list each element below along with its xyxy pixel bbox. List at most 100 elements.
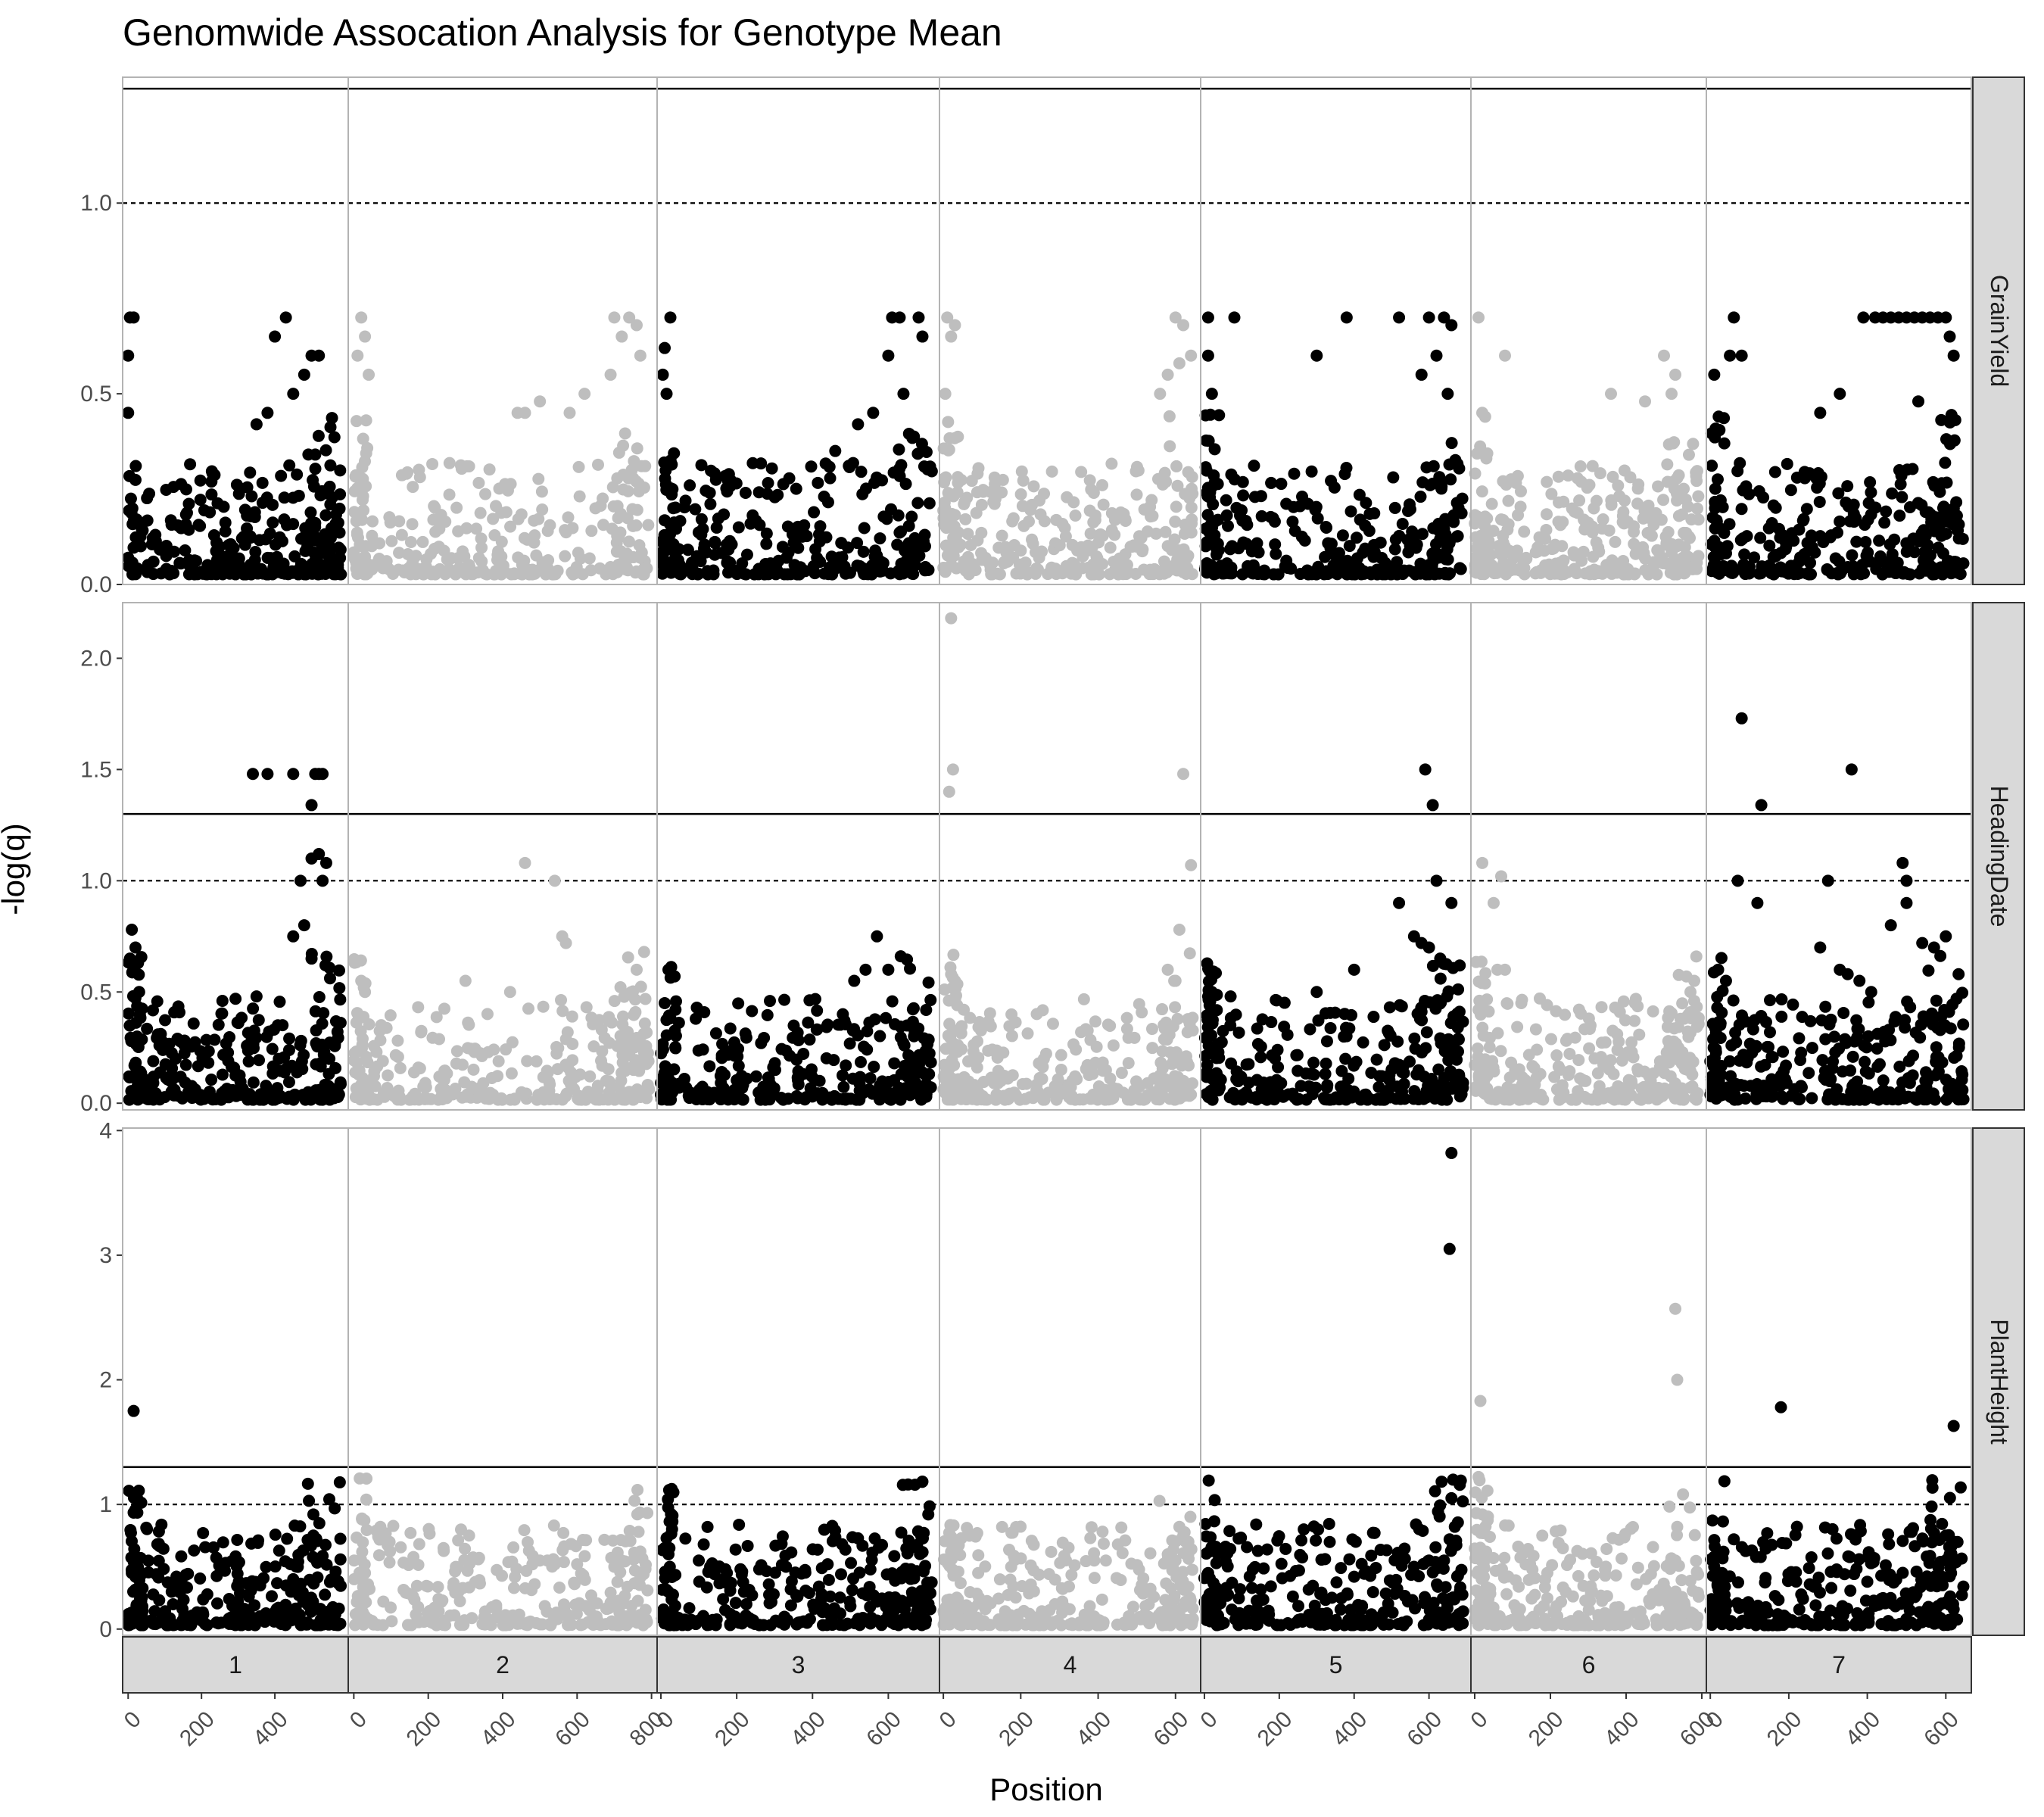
snp-point [323,972,336,985]
snp-point [659,514,671,527]
snp-point [1171,561,1184,574]
snp-point [1628,520,1640,533]
snp-point [334,993,347,1006]
snp-point [422,1522,435,1535]
snp-point [1896,491,1908,503]
snp-point [1798,547,1811,560]
snp-point [958,495,971,508]
snp-point [334,1078,347,1091]
snp-point [709,473,722,486]
snp-point [579,1093,592,1106]
snp-point [1272,568,1285,581]
snp-point [1687,438,1700,450]
snp-point [241,510,254,522]
snp-point [147,1617,160,1630]
snp-point [1682,448,1695,461]
snp-point [216,995,229,1008]
snp-point [1587,550,1600,563]
snp-point [1754,531,1767,544]
snp-point [914,1088,927,1101]
snp-point [320,1613,333,1626]
snp-point [1690,950,1703,963]
snp-point [166,1618,179,1631]
snp-point [681,544,694,556]
snp-point [562,511,575,524]
snp-point [167,1089,180,1102]
snp-point [893,443,905,456]
snp-point [1383,1001,1396,1014]
snp-point [1546,543,1559,556]
snp-point [1251,1022,1263,1035]
snp-point [334,488,347,500]
snp-point [1434,972,1447,985]
snp-point [143,488,156,500]
snp-point [1858,1039,1871,1052]
snp-point [893,526,906,539]
snp-point [1085,568,1098,581]
snp-point [1328,481,1341,494]
snp-point [1782,567,1795,580]
snp-point [996,529,1008,542]
snp-point [176,1603,189,1616]
snp-point [622,485,634,497]
snp-point [1298,534,1311,547]
snp-point [631,442,643,455]
snp-point [938,1058,951,1071]
snp-point [525,1584,538,1597]
snp-point [1482,1005,1495,1018]
snp-point [1208,443,1221,456]
snp-point [1207,1043,1220,1056]
snp-point [280,519,293,531]
snp-point [640,1058,653,1071]
snp-point [1337,1080,1350,1092]
snp-point [1481,993,1494,1006]
snp-point [151,1032,164,1045]
snp-point [1494,1045,1507,1058]
snp-point [843,1037,856,1050]
snp-point [809,993,821,1005]
snp-point [1825,567,1838,580]
snp-point [1036,1004,1049,1017]
snp-point [412,1600,425,1613]
snp-point [961,528,974,541]
snp-point [441,553,453,566]
snp-point [615,1074,628,1087]
snp-point [856,488,869,500]
snp-point [467,1063,480,1076]
snp-point [1403,564,1416,577]
snp-point [1865,486,1877,499]
snp-point [1105,506,1118,519]
snp-point [522,1544,535,1557]
snp-point [1089,1015,1101,1028]
snp-point [1182,1059,1195,1072]
snp-point [1591,1093,1604,1106]
y-tick-label: 3 [99,1243,112,1268]
snp-point [1348,1059,1360,1072]
snp-point [689,503,702,516]
snp-point [634,980,647,993]
snp-point [505,568,518,581]
snp-point [1447,1010,1460,1023]
snp-point [1831,526,1844,539]
snp-point [978,1093,991,1106]
snp-point [631,1484,644,1497]
snp-point [1282,562,1295,575]
snp-point [837,1080,850,1093]
snp-point [1170,460,1183,472]
snp-point [1424,478,1437,491]
snp-point [993,568,1006,581]
snp-point [988,497,1001,510]
snp-point [507,1541,520,1554]
snp-point [1518,525,1531,538]
snp-point [1441,990,1454,1003]
snp-point [1832,487,1845,500]
snp-point [226,1554,238,1567]
snp-point [578,1573,591,1586]
snp-point [1427,460,1440,472]
snp-point [320,950,333,963]
snp-point [1265,476,1278,489]
snp-point [764,995,777,1008]
snp-point [1841,480,1854,493]
snp-point [1859,1055,1871,1068]
snp-point [506,1555,519,1568]
